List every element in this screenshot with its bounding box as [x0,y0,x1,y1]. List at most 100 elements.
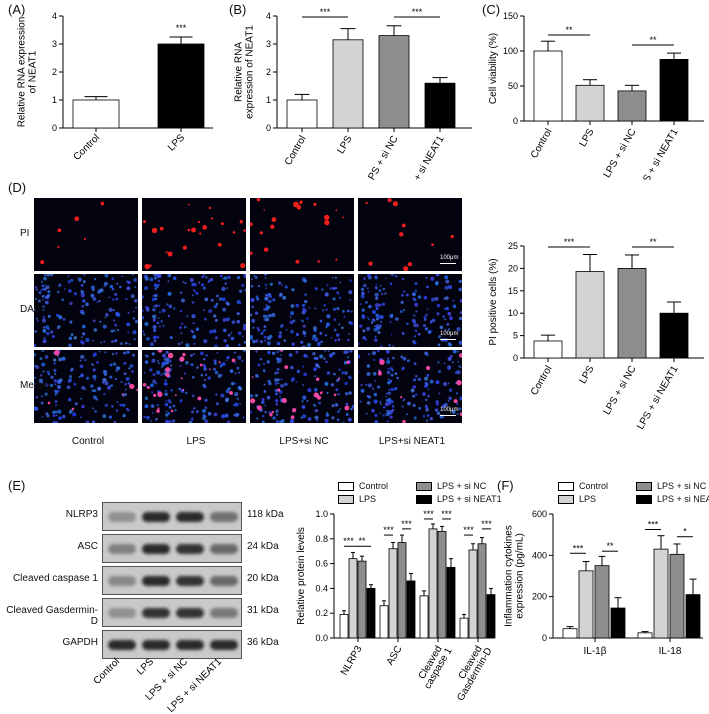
y-tick-label: 0 [513,116,518,126]
blot-band [142,640,170,650]
bar [533,50,563,122]
x-tick-label: Control [529,127,555,160]
y-tick-label: 10 [508,308,518,318]
micrograph-pi-0 [34,198,138,271]
kda-asc: 24 kDa [247,541,279,552]
legend-swatch [558,482,574,492]
micrograph-pi-1 [142,198,246,271]
legend-item-control: Control [338,481,389,492]
legend-item-si-neat1: LPS + si NEAT1 [636,494,709,505]
x-tick-label: LPS + si NEAT1 [635,127,681,180]
wb-label-nlrp3: NLRP3 [65,509,98,520]
blot-band [210,608,238,618]
legend-swatch [558,495,574,505]
legend-label: Control [579,481,609,491]
y-tick-label: 5 [513,331,518,341]
panel-label-e: (E) [8,478,26,493]
bar [348,558,358,639]
bar [286,99,318,129]
blot-band [176,640,204,650]
x-tick-label: Control [72,132,103,163]
legend-label: Control [359,481,389,491]
y-tick-label: 0 [542,633,547,643]
significance-label: *** [463,525,474,535]
y-axis-label: of NEAT1 [28,50,39,93]
y-tick-label: 50 [508,81,518,91]
significance-label: *** [383,525,394,535]
kda-gasdermin: 31 kDa [247,605,279,616]
legend-label: LPS [579,494,597,504]
y-tick-label: 0.6 [315,559,328,569]
scale-bar: 100μm [440,255,459,264]
x-tick-label: LPS [578,127,597,149]
y-tick-label: 0.8 [315,534,328,544]
legend-swatch [636,495,652,505]
micrograph-merge-3: 100μm [358,350,462,423]
bar [406,580,416,639]
legend-item-si-neat1: LPS + si NEAT1 [416,494,502,505]
y-tick-label: 0 [513,353,518,363]
x-tick-label: LPS [166,132,187,153]
legend-item-si-nc: LPS + si NC [416,481,486,492]
wb-label-gasdermin: Cleaved Gasdermin-D [6,605,98,627]
y-tick-label: 25 [508,241,518,251]
y-tick-label: 2 [52,67,57,77]
bar [486,594,496,639]
x-tick-label: IL-1β [584,646,607,657]
blot-band [176,608,204,618]
panel-label-a: (A) [8,2,26,17]
y-tick-label: 15 [508,286,518,296]
legend-label: LPS + si NEAT1 [437,494,502,504]
y-axis-label: PI positive cells (%) [488,258,499,345]
blot-band [210,576,238,586]
x-tick-label: ASC [385,644,405,667]
legend-item-control: Control [558,481,609,492]
blot-band [176,544,204,554]
blot-strip-4 [102,630,242,659]
significance-label: *** [481,519,492,529]
bar [157,43,205,129]
x-tick-label: LPS [578,364,597,386]
legend-f: Control LPS + si NC LPS LPS + si NEAT1 [558,481,709,509]
legend-label: LPS + si NC [657,481,707,491]
bar [575,271,605,359]
y-tick-label: 600 [532,509,547,519]
significance-label: *** [343,536,354,546]
significance-label: *** [564,237,575,247]
bar [378,35,410,129]
bar [419,595,429,639]
significance-label: ** [649,35,657,45]
significance-label: ** [358,536,366,546]
y-tick-label: 1 [52,95,57,105]
blot-band [108,544,136,554]
significance-label: * [683,527,687,537]
blot-strip-2 [102,566,242,595]
x-tick-label: IL-18 [659,646,682,657]
row-label-pi: PI [20,228,30,239]
blot-strip-3 [102,598,242,627]
col-label-si-nc: LPS+si NC [279,436,329,447]
x-tick-label: LPS + si NC [364,134,401,180]
significance-label: ** [565,25,573,35]
legend-e: Control LPS + si NC LPS LPS + si NEAT1 [338,481,502,509]
col-label-control: Control [71,436,105,447]
legend-item-si-nc: LPS + si NC [636,481,707,492]
blot-band [176,576,204,586]
legend-swatch [338,482,354,492]
y-tick-label: 400 [532,550,547,560]
y-tick-label: 0 [266,123,271,133]
legend-item-lps: LPS [558,494,597,505]
scale-bar: 100μm [440,407,459,416]
significance-label: *** [401,519,412,529]
y-tick-label: 0 [52,123,57,133]
bar [594,565,610,639]
wb-label-caspase: Cleaved caspase 1 [12,573,98,584]
y-axis-label: expression of NEAT1 [245,25,256,119]
chart-c: 0 50 100 150 Cell viability (%) Control LPS LPS… [488,11,704,180]
blot-band [210,640,238,650]
panel-label-c: (C) [482,2,501,17]
bar [477,543,487,639]
blot-strip-1 [102,534,242,563]
kda-caspase: 20 kDa [247,573,279,584]
micrograph-dapi-2 [250,274,354,347]
